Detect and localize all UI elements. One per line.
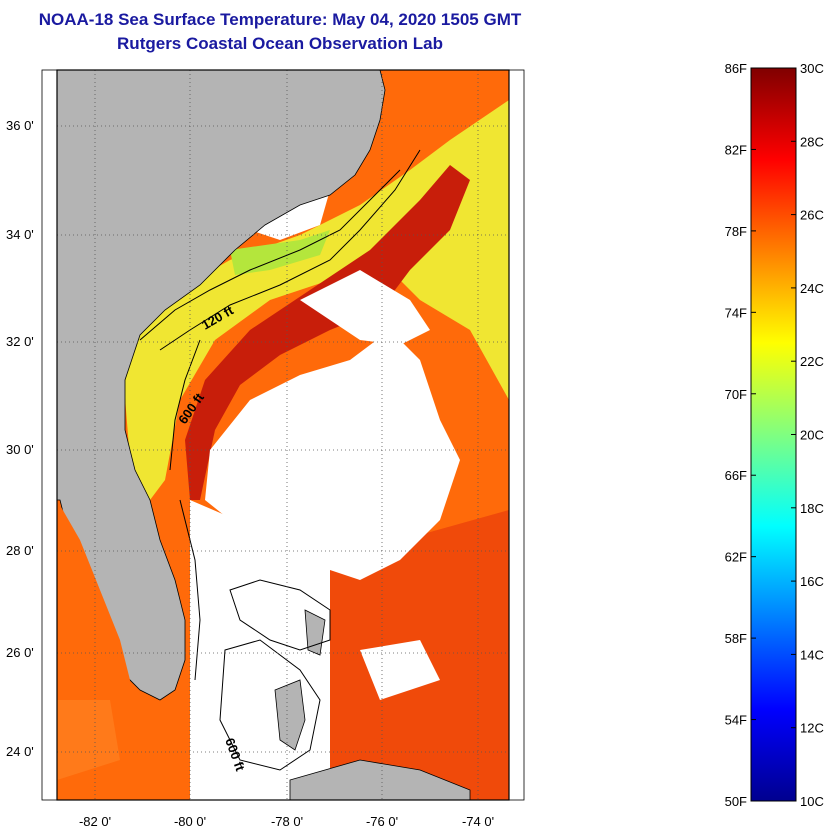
colorbar-c-label: 20C: [800, 428, 824, 443]
lat-label-24: 24 0': [6, 744, 34, 759]
colorbar-c-label: 30C: [800, 61, 824, 76]
colorbar-c-label: 14C: [800, 647, 824, 662]
land-andros: [274, 679, 306, 751]
contour-great-bahama-bank: [219, 639, 321, 771]
lon-label-78: -78 0': [271, 814, 303, 829]
cloud-mask-center: [205, 330, 460, 580]
lon-label-80: -80 0': [174, 814, 206, 829]
cloud-mask-coastal: [250, 190, 330, 240]
colorbar-f-label: 70F: [725, 387, 747, 402]
shelf-water-region: [120, 100, 509, 500]
colorbar-f-label: 50F: [725, 794, 747, 809]
lat-label-28: 28 0': [6, 543, 34, 558]
contour-florida-shelf: [179, 499, 201, 681]
cloud-mask-north: [300, 270, 430, 345]
colorbar-c-label: 10C: [800, 794, 824, 809]
lon-label-76: -76 0': [366, 814, 398, 829]
lat-label-26: 26 0': [6, 645, 34, 660]
gulf-water-south: [57, 700, 120, 780]
map-subtitle: Rutgers Coastal Ocean Observation Lab: [117, 34, 443, 53]
graticule: [57, 70, 509, 800]
colorbar-c-label: 16C: [800, 574, 824, 589]
contour-600ft-south: [169, 339, 201, 471]
colorbar-f-label: 66F: [725, 468, 747, 483]
lon-label-74: -74 0': [462, 814, 494, 829]
colorbar-f-label: 54F: [725, 713, 747, 728]
contour-600ft: [159, 149, 421, 351]
contour-little-bahama-bank: [229, 579, 331, 651]
colorbar-c-label: 22C: [800, 354, 824, 369]
colorbar-f-label: 74F: [725, 305, 747, 320]
lat-label-36: 36 0': [6, 118, 34, 133]
cool-coastal-water: [230, 230, 330, 275]
colorbar-c-label: 24C: [800, 281, 824, 296]
cloud-mask-east: [360, 640, 440, 700]
map-title: NOAA-18 Sea Surface Temperature: May 04,…: [38, 10, 522, 29]
lat-label-34: 34 0': [6, 227, 34, 242]
colorbar-f-label: 86F: [725, 61, 747, 76]
colorbar-c-label: 28C: [800, 134, 824, 149]
colorbar-c-label: 26C: [800, 208, 824, 223]
lon-label-82: -82 0': [79, 814, 111, 829]
colorbar-c-label: 12C: [800, 721, 824, 736]
map-outer-frame: [41, 69, 525, 801]
land-cuba: [289, 759, 471, 800]
colorbar-f-label: 58F: [725, 631, 747, 646]
colorbar-gradient: [750, 67, 797, 802]
contour-120ft: [139, 169, 401, 341]
lat-label-30: 30 0': [6, 442, 34, 457]
colorbar-f-label: 78F: [725, 224, 747, 239]
colorbar-c-label: 18C: [800, 501, 824, 516]
colorbar-f-label: 82F: [725, 142, 747, 157]
gulf-stream: [185, 165, 470, 500]
temperature-colorbar: 86F 82F 78F 74F 70F 66F 62F 58F 54F 50F 30C 28C 26C 2…: [725, 61, 824, 809]
lat-label-32: 32 0': [6, 334, 34, 349]
colorbar-f-label: 62F: [725, 550, 747, 565]
